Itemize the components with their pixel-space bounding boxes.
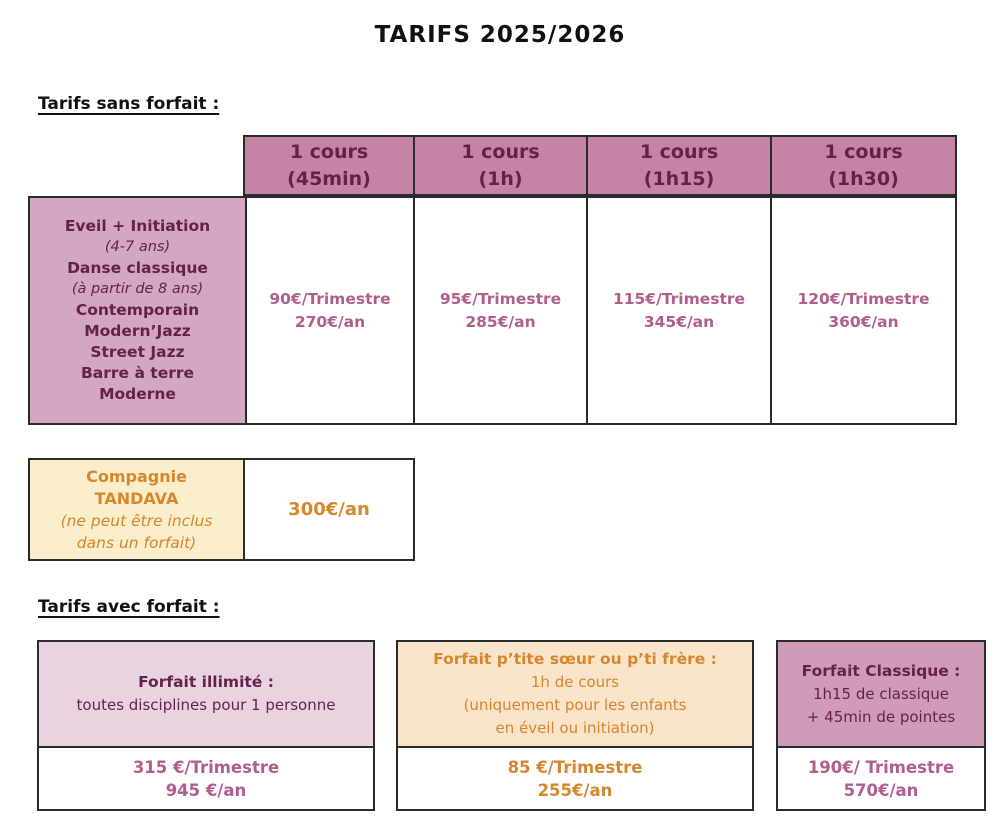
page-title: TARIFS 2025/2026 [374, 22, 626, 48]
price-trimestre: 315 €/Trimestre [132, 757, 280, 777]
column-header-line: (1h) [478, 167, 523, 190]
forfait-title: Forfait illimité : [138, 673, 274, 691]
forfait-classique-description-cell: Forfait Classique : 1h15 de classique + … [776, 640, 986, 748]
compagnie-note-line: dans un forfait) [76, 533, 197, 552]
column-header-1cours-1h: 1 cours (1h) [413, 135, 588, 196]
price-cell-45min: 90€/Trimestre 270€/an [245, 196, 415, 425]
disciplines-cell: Eveil + Initiation (4-7 ans) Danse class… [28, 196, 247, 425]
price-cell-1h: 95€/Trimestre 285€/an [413, 196, 588, 425]
compagnie-tandava-cell: Compagnie TANDAVA (ne peut être inclus d… [28, 458, 245, 561]
forfait-classique-price-cell: 190€/ Trimestre 570€/an [776, 746, 986, 811]
discipline-item-note: (4-7 ans) [104, 239, 171, 255]
price-an: 270€/an [294, 312, 366, 331]
price-an: 345€/an [643, 312, 715, 331]
price-trimestre: 120€/Trimestre [797, 289, 930, 308]
price-an: 285€/an [465, 312, 536, 331]
price-an: 255€/an [537, 780, 613, 800]
forfait-desc-line: 1h de cours [530, 673, 620, 691]
discipline-item: Contemporain [75, 301, 200, 319]
price-cell-1h15: 115€/Trimestre 345€/an [586, 196, 772, 425]
forfait-title: Forfait Classique : [801, 661, 961, 680]
price-an: 570€/an [843, 780, 919, 800]
discipline-item: Eveil + Initiation [64, 217, 211, 235]
compagnie-note-line: (ne peut être inclus [60, 511, 213, 530]
column-header-line: (1h30) [828, 167, 899, 190]
discipline-item: Moderne [99, 385, 176, 403]
column-header-line: (1h15) [643, 167, 715, 190]
column-header-1cours-1h30: 1 cours (1h30) [770, 135, 957, 196]
column-header-1cours-45min: 1 cours (45min) [243, 135, 415, 196]
price-trimestre: 190€/ Trimestre [807, 757, 955, 777]
forfait-illimite-price-cell: 315 €/Trimestre 945 €/an [37, 746, 375, 811]
compagnie-price-cell: 300€/an [243, 458, 415, 561]
discipline-item: Street Jazz [90, 343, 185, 361]
forfait-title: Forfait p’tite sœur ou p’ti frère : [433, 650, 717, 668]
forfait-ptite-soeur-price-cell: 85 €/Trimestre 255€/an [396, 746, 754, 811]
compagnie-name-line: Compagnie [86, 466, 187, 486]
discipline-item: Modern’Jazz [84, 322, 191, 340]
column-header-1cours-1h15: 1 cours (1h15) [586, 135, 772, 196]
price-trimestre: 90€/Trimestre [269, 289, 391, 308]
forfait-desc-line: + 45min de pointes [806, 707, 956, 726]
column-header-line: 1 cours [289, 140, 369, 163]
discipline-item: Barre à terre [80, 364, 195, 382]
column-header-line: 1 cours [824, 140, 903, 163]
price-trimestre: 95€/Trimestre [439, 289, 562, 308]
column-header-line: 1 cours [639, 140, 719, 163]
price-an: 360€/an [828, 312, 899, 331]
price-trimestre: 115€/Trimestre [612, 289, 746, 308]
forfait-ptite-soeur-description-cell: Forfait p’tite sœur ou p’ti frère : 1h d… [396, 640, 754, 748]
price-trimestre: 85 €/Trimestre [507, 757, 643, 777]
forfait-illimite-description-cell: Forfait illimité : toutes disciplines po… [37, 640, 375, 748]
discipline-item-note: (à partir de 8 ans) [71, 281, 204, 297]
forfait-desc-line: (uniquement pour les enfants [463, 696, 687, 714]
price-cell-1h30: 120€/Trimestre 360€/an [770, 196, 957, 425]
price-an: 945 €/an [165, 780, 247, 800]
column-header-line: (45min) [287, 167, 371, 190]
section-heading-sans-forfait: Tarifs sans forfait : [38, 94, 220, 114]
forfait-desc-line: 1h15 de classique [812, 684, 950, 703]
compagnie-name-line: TANDAVA [94, 488, 179, 508]
discipline-item: Danse classique [67, 259, 208, 277]
column-header-line: 1 cours [461, 140, 540, 163]
forfait-desc-line: en éveil ou initiation) [495, 719, 655, 737]
forfait-desc-line: toutes disciplines pour 1 personne [76, 696, 336, 714]
price-an: 300€/an [288, 499, 370, 520]
section-heading-avec-forfait: Tarifs avec forfait : [38, 597, 220, 617]
